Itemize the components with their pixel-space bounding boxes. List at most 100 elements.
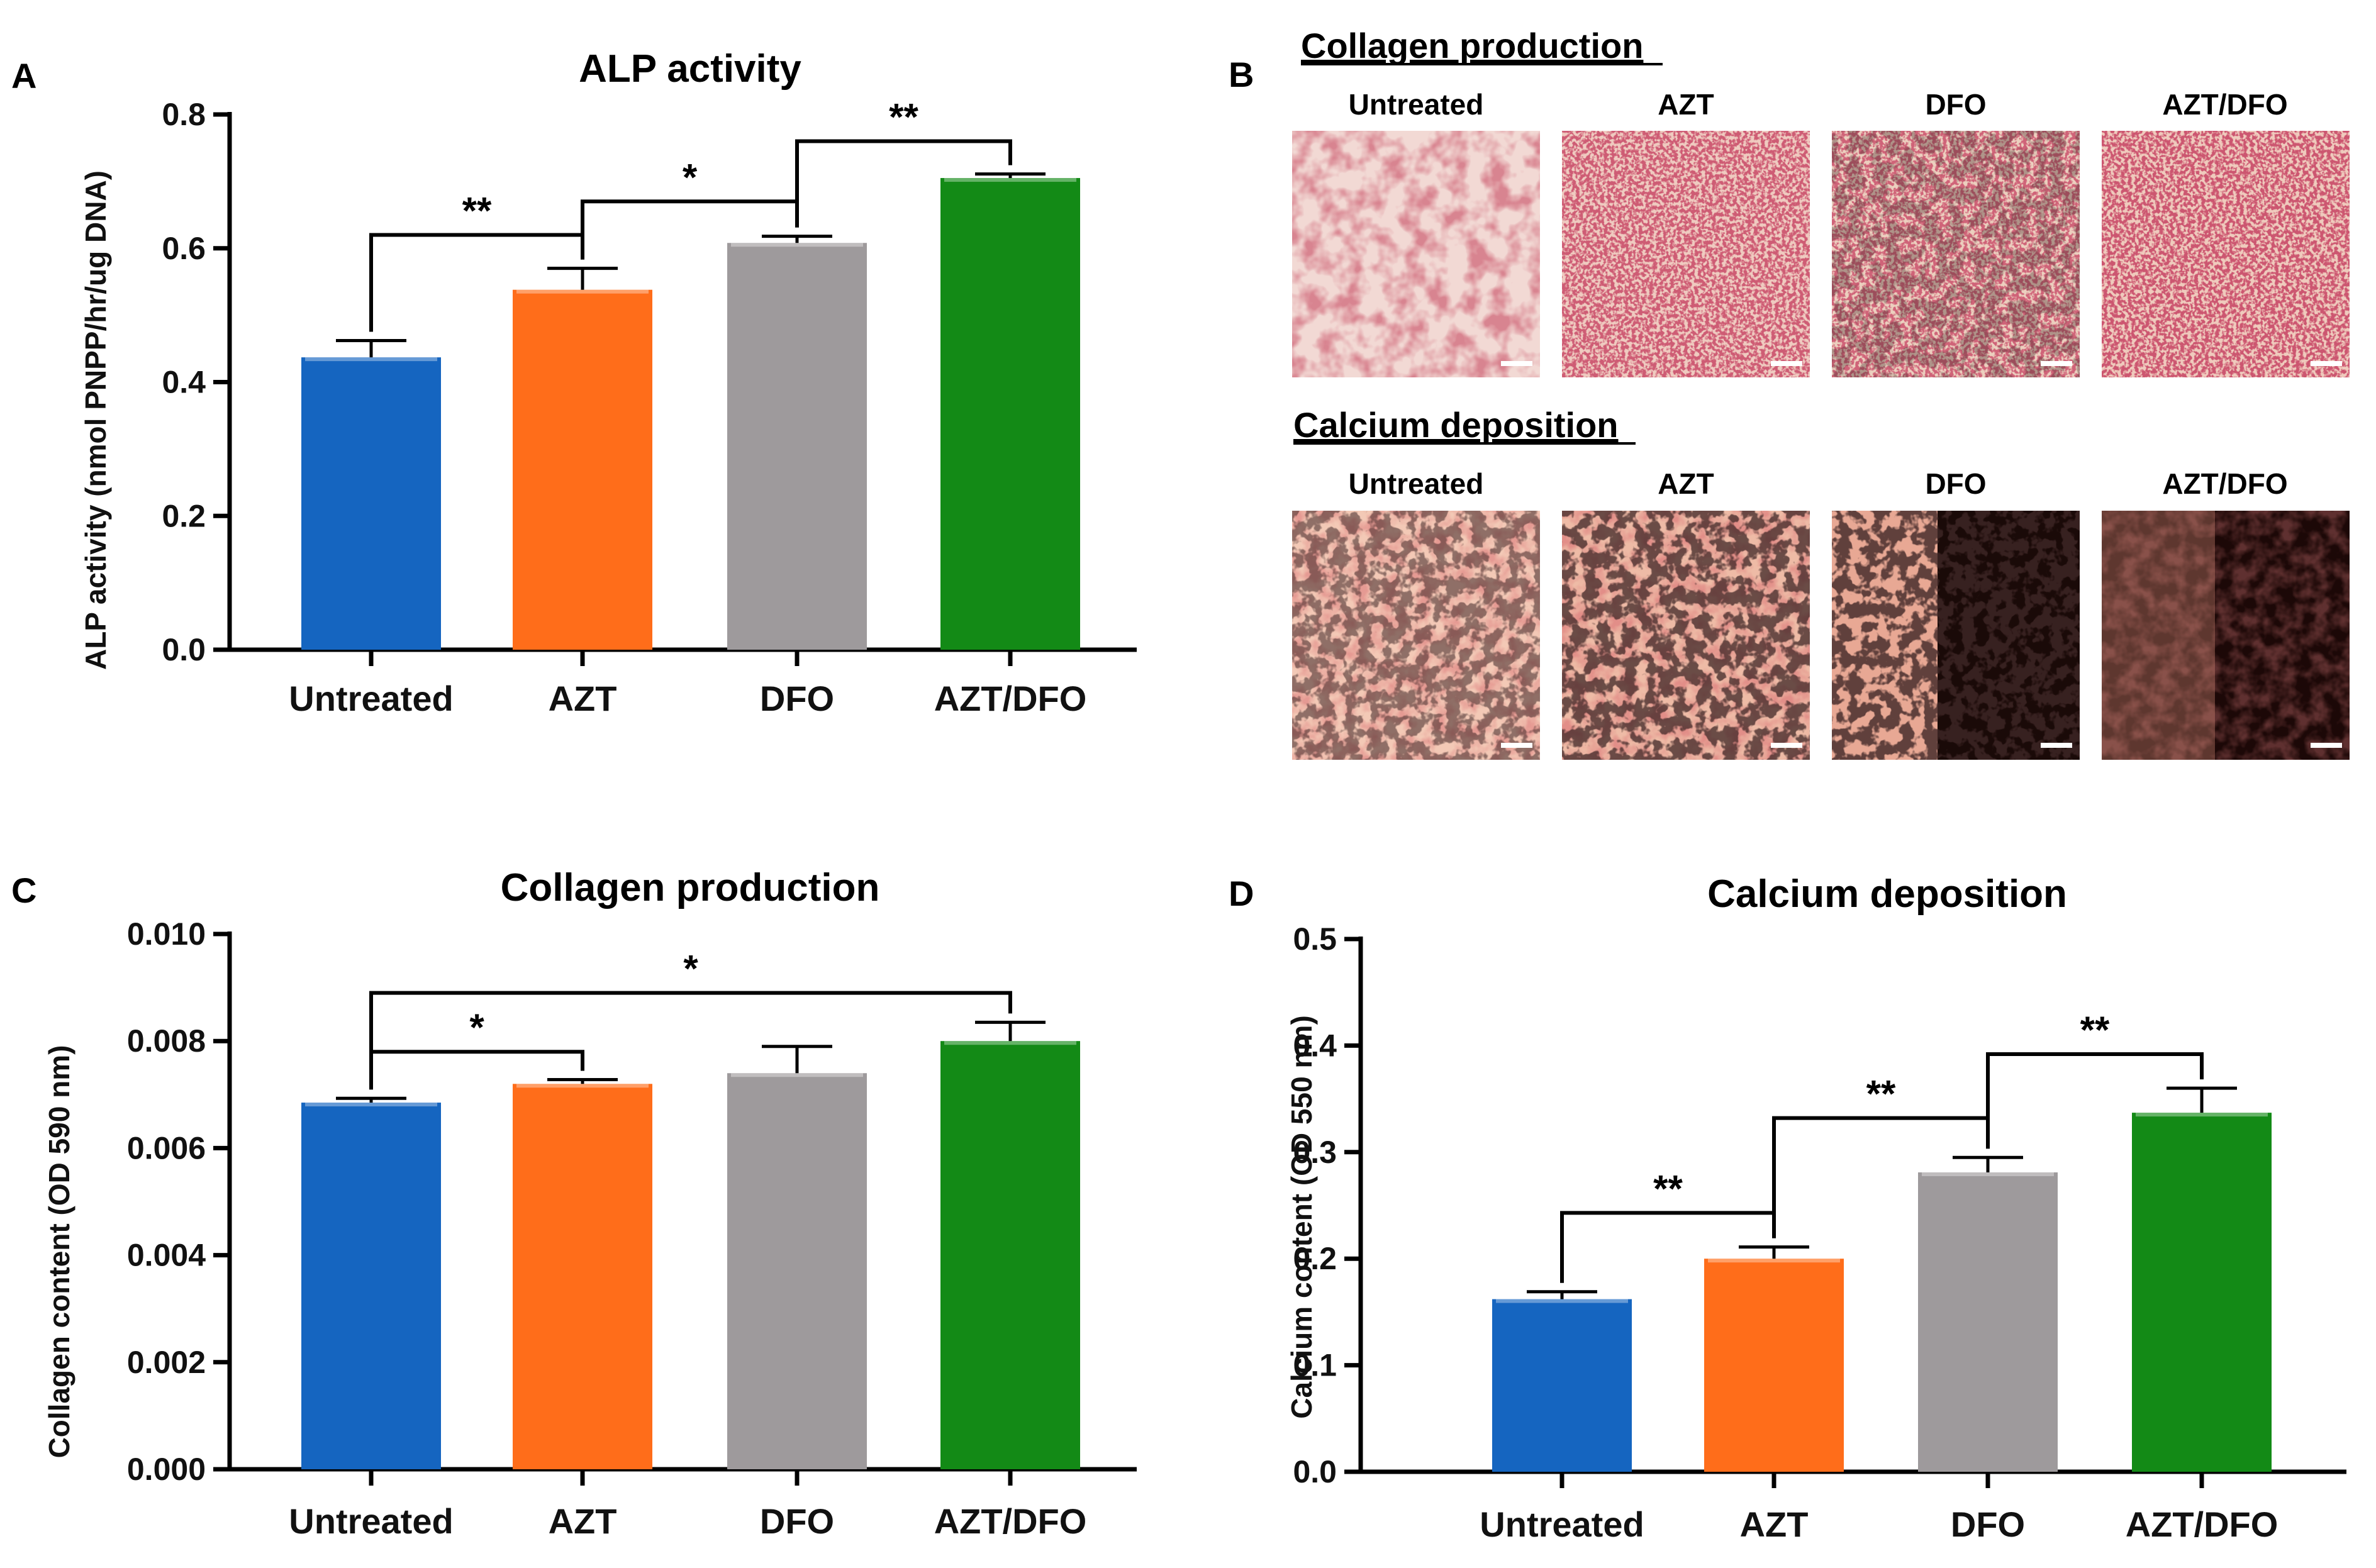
micrograph-label: AZT/DFO — [2162, 467, 2287, 500]
y-tick-label: 0.6 — [162, 231, 206, 266]
panel-d: D Calcium deposition Calcium content (OD… — [1229, 872, 2346, 1544]
x-tick-label: AZT/DFO — [934, 679, 1087, 718]
y-tick-label: 0.5 — [1293, 921, 1337, 957]
scale-bar — [1771, 361, 1802, 366]
panel-a: A ALP activity ALP activity (nmol PNPP/h… — [11, 47, 1137, 718]
panel-b: B Collagen production Calcium deposition… — [1229, 26, 2350, 760]
y-tick-label: 0.008 — [127, 1023, 206, 1059]
bar-highlight — [1496, 1299, 1628, 1303]
y-tick-label: 0.4 — [1293, 1028, 1337, 1063]
micrograph-collagen-dfo — [1832, 131, 2080, 377]
micrograph-calcium-untreated — [1292, 511, 1540, 760]
y-tick-label: 0.004 — [127, 1238, 206, 1273]
x-tick-label: AZT/DFO — [2126, 1504, 2278, 1544]
chart-d-title: Calcium deposition — [1707, 872, 2067, 916]
bar — [940, 1041, 1080, 1469]
y-tick-label: 0.8 — [162, 97, 206, 132]
significance-label: ** — [462, 189, 492, 231]
x-tick-label: DFO — [1951, 1504, 2025, 1544]
y-tick-label: 0.0 — [162, 632, 206, 667]
x-tick-label: AZT — [549, 1501, 617, 1541]
bar — [301, 1103, 441, 1469]
chart-c-ylabel: Collagen content (OD 590 nm) — [43, 1045, 75, 1459]
panel-c: C Collagen production Collagen content (… — [11, 866, 1137, 1541]
chart-d-plot: 0.0 0.1 0.2 0.3 0.4 0.5 Untreated AZT DFO AZT/DFO… — [1293, 921, 2346, 1544]
y-tick-label: 0.4 — [162, 365, 206, 400]
bar — [727, 1073, 867, 1469]
bar-highlight — [305, 357, 437, 362]
x-tick-label: AZT — [1740, 1504, 1809, 1544]
bar — [727, 243, 867, 650]
significance-label: ** — [2080, 1009, 2110, 1051]
y-tick-label: 0.1 — [1293, 1348, 1337, 1383]
x-tick-label: DFO — [760, 679, 834, 718]
bar — [940, 178, 1080, 650]
scale-bar — [2311, 743, 2342, 748]
bar-highlight — [944, 1041, 1076, 1045]
chart-d-ylabel: Calcium content (OD 550 nm) — [1285, 1015, 1318, 1419]
bar — [513, 289, 652, 650]
bar-highlight — [2136, 1113, 2268, 1117]
y-tick-label: 0.000 — [127, 1452, 206, 1487]
bar-highlight — [731, 1073, 863, 1077]
bar — [1918, 1172, 2058, 1472]
y-tick-label: 0.0 — [1293, 1454, 1337, 1489]
panel-d-letter: D — [1229, 874, 1254, 913]
scale-bar — [2311, 361, 2342, 366]
micrograph-collagen-untreated — [1292, 131, 1540, 377]
micrograph-label: Untreated — [1349, 467, 1484, 500]
significance-bracket — [1986, 1052, 2204, 1149]
micrograph-calcium-dfo — [1832, 511, 2080, 760]
scale-bar — [2041, 743, 2072, 748]
chart-a-ylabel: ALP activity (nmol PNPP/hr/ug DNA) — [79, 170, 112, 670]
chart-c-title: Collagen production — [501, 866, 880, 909]
micrograph-calcium-azt — [1562, 511, 1810, 760]
scale-bar — [1501, 743, 1532, 748]
x-tick-label: Untreated — [289, 679, 453, 718]
bar-highlight — [305, 1103, 437, 1107]
significance-bracket — [795, 139, 1012, 228]
bar-highlight — [516, 289, 649, 294]
micrograph-label: AZT/DFO — [2162, 88, 2287, 121]
x-tick-label: AZT — [549, 679, 617, 718]
significance-label: * — [683, 156, 698, 198]
panel-b-letter: B — [1229, 55, 1254, 94]
micrograph-collagen-azt-dfo — [2102, 131, 2350, 377]
significance-label: ** — [1866, 1073, 1896, 1115]
significance-bracket — [369, 1050, 584, 1090]
chart-c-plot: 0.000 0.002 0.004 0.006 0.008 0.010 Untreated A… — [127, 916, 1137, 1541]
significance-label: * — [683, 948, 698, 990]
bar-highlight — [516, 1084, 649, 1088]
significance-label: ** — [1653, 1167, 1683, 1209]
micrograph-label: Untreated — [1349, 88, 1484, 121]
panel-c-letter: C — [11, 870, 36, 910]
micrograph-collagen-azt — [1562, 131, 1810, 377]
significance-bracket — [369, 991, 1012, 1090]
micrograph-label: DFO — [1925, 88, 1986, 121]
bar-highlight — [731, 243, 863, 247]
y-tick-label: 0.010 — [127, 916, 206, 952]
micrograph-label: AZT — [1658, 88, 1714, 121]
scale-bar — [1501, 361, 1532, 366]
micrograph-label: DFO — [1925, 467, 1986, 500]
bar — [513, 1084, 652, 1469]
y-tick-label: 0.3 — [1293, 1135, 1337, 1170]
chart-a-title: ALP activity — [579, 47, 801, 91]
x-tick-label: Untreated — [1480, 1504, 1644, 1544]
bar — [1704, 1259, 1844, 1472]
bar-highlight — [1708, 1259, 1840, 1263]
bar-highlight — [1922, 1172, 2054, 1176]
scale-bar — [1771, 743, 1802, 748]
x-tick-label: DFO — [760, 1501, 834, 1541]
y-tick-label: 0.006 — [127, 1130, 206, 1165]
micrograph-section-title-calcium: Calcium deposition — [1293, 405, 1619, 445]
micrograph-calcium-azt-dfo — [2102, 511, 2350, 760]
significance-label: ** — [889, 96, 918, 138]
micrograph-label: AZT — [1658, 467, 1714, 500]
bar — [2132, 1113, 2272, 1472]
significance-label: * — [469, 1006, 484, 1048]
scale-bar — [2041, 361, 2072, 366]
panel-a-letter: A — [11, 56, 36, 96]
